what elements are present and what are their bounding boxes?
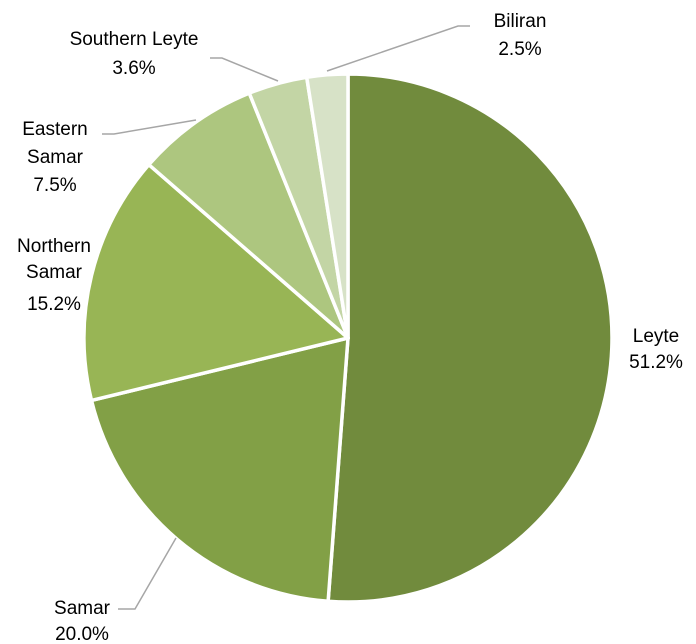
category-label-samar: Samar: [54, 598, 111, 619]
category-label-southern-leyte: Southern Leyte: [70, 29, 199, 50]
value-label-southern-leyte: 3.6%: [112, 58, 155, 79]
pie-slice-biliran: [304, 72, 350, 340]
slice-labels: Leyte 51.2% Samar 20.0% Northern Samar 15.2% Ea…: [17, 11, 683, 644]
category-label-northern-samar: Samar: [26, 262, 83, 283]
leader-line-biliran: [326, 25, 470, 72]
category-label-eastern-samar: Eastern: [22, 119, 87, 140]
value-label-leyte: 51.2%: [629, 352, 683, 373]
category-label-northern-samar: Northern: [17, 236, 91, 257]
pie-slice-leyte: [326, 72, 614, 604]
pie-slice-eastern-samar: [147, 91, 350, 340]
value-label-northern-samar: 15.2%: [27, 294, 81, 315]
pie-slices: [82, 72, 614, 604]
leader-lines: [102, 25, 470, 610]
category-label-eastern-samar: Samar: [27, 147, 84, 168]
leader-line-samar: [118, 537, 177, 610]
value-label-eastern-samar: 7.5%: [33, 175, 76, 196]
leader-line-southern-leyte: [210, 57, 279, 82]
value-label-biliran: 2.5%: [498, 39, 541, 60]
pie-slice-northern-samar: [82, 162, 350, 403]
pie-slice-samar: [89, 336, 350, 603]
category-label-biliran: Biliran: [494, 11, 547, 32]
leader-line-eastern-samar: [102, 119, 197, 135]
value-label-samar: 20.0%: [55, 624, 109, 644]
category-label-leyte: Leyte: [633, 326, 679, 347]
